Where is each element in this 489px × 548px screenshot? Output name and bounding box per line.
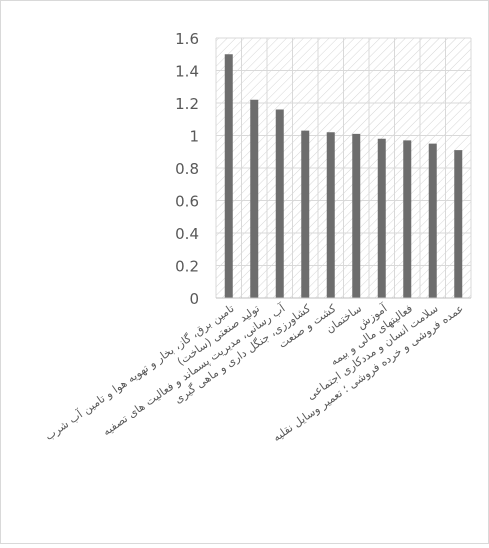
x-axis-labels: تامین برق، گاز، بخار و تهویه هوا و تامین…: [42, 300, 466, 444]
bar: [275, 109, 284, 298]
y-tick-label: 0.4: [175, 225, 199, 243]
y-tick-label: 0: [189, 290, 199, 308]
gridlines: [215, 37, 472, 299]
y-tick-label: 0.6: [175, 193, 199, 211]
bar: [403, 140, 412, 298]
bar: [301, 130, 310, 298]
bar: [224, 54, 233, 298]
bar: [352, 133, 361, 298]
bar: [326, 132, 335, 298]
x-tick-label: آب رسانی، مدیریت پسماند و فعالیت های تصف…: [100, 300, 289, 438]
bar: [250, 99, 259, 298]
y-tick-label: 1.6: [175, 30, 199, 48]
y-tick-label: 1.4: [175, 63, 199, 81]
y-tick-label: 1.2: [175, 95, 199, 113]
y-tick-label: 0.8: [175, 160, 199, 178]
bar: [454, 150, 463, 298]
bars: [224, 54, 463, 298]
bar: [377, 138, 386, 298]
bar: [428, 143, 437, 298]
y-axis-ticks: 0 0.2 0.4 0.6 0.8 1 1.2 1.4 1.6: [175, 30, 199, 308]
y-tick-label: 1: [189, 128, 199, 146]
y-tick-label: 0.2: [175, 258, 199, 276]
